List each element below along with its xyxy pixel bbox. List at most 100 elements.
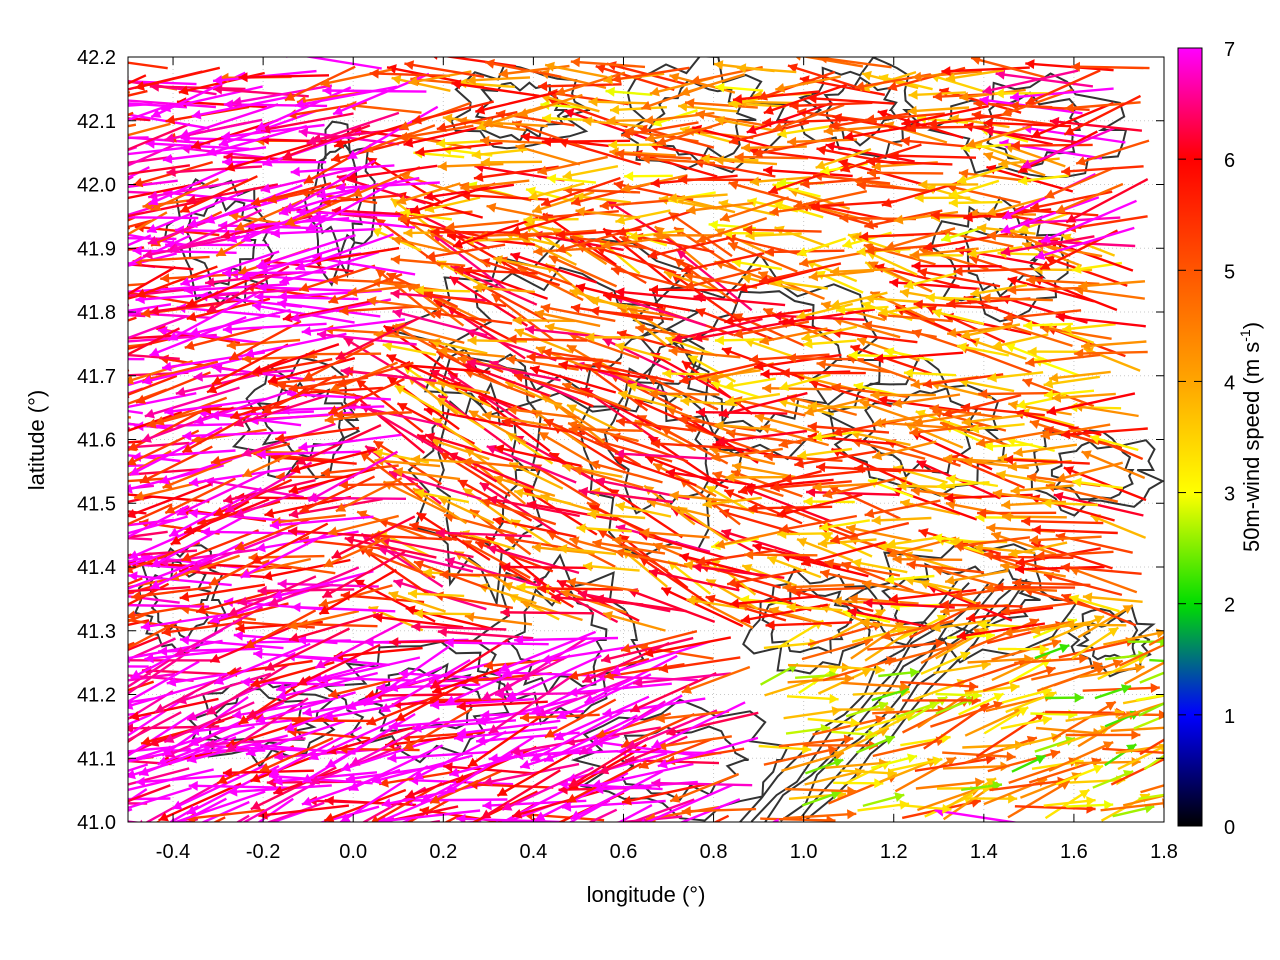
wind-vector-shaft xyxy=(777,399,835,416)
wind-vector-head xyxy=(165,504,176,514)
wind-vector-head xyxy=(57,254,67,264)
wind-vector-head xyxy=(670,793,681,803)
wind-vector-shaft xyxy=(889,280,980,291)
wind-vector-shaft xyxy=(403,707,473,751)
wind-vector-shaft xyxy=(128,166,150,180)
wind-vector-shaft xyxy=(161,696,249,757)
wind-vector-shaft xyxy=(271,514,346,524)
wind-vector-shaft xyxy=(128,678,129,680)
wind-vector-head xyxy=(147,235,159,245)
wind-vector-shaft xyxy=(128,503,173,526)
wind-vector-shaft xyxy=(602,612,666,632)
wind-vector-head xyxy=(55,268,65,277)
wind-vector-shaft xyxy=(270,228,375,235)
wind-vector-head xyxy=(821,533,832,543)
wind-vector-shaft xyxy=(1075,139,1150,165)
wind-vector-shaft xyxy=(212,87,309,98)
wind-vector-shaft xyxy=(609,106,667,112)
wind-vector-shaft xyxy=(128,336,175,350)
wind-vector-shaft xyxy=(128,102,153,107)
wind-vector-shaft xyxy=(987,750,1061,773)
wind-vector-head xyxy=(498,68,509,79)
wind-vector-shaft xyxy=(816,362,891,374)
wind-vector-head xyxy=(447,231,457,242)
wind-vector-shaft xyxy=(128,468,200,476)
wind-vector-shaft xyxy=(1031,662,1103,681)
wind-vector-shaft xyxy=(1090,514,1147,539)
wind-vector-shaft xyxy=(592,362,675,383)
wind-vector-shaft xyxy=(128,144,201,156)
wind-vector-shaft xyxy=(259,561,336,575)
wind-vector-head xyxy=(136,288,147,298)
wind-vector-shaft xyxy=(267,356,356,383)
wind-vector-head xyxy=(760,369,770,379)
wind-vector-head xyxy=(482,800,492,811)
wind-vector-shaft xyxy=(987,371,1044,380)
wind-vector-shaft xyxy=(537,587,624,591)
wind-vector-head xyxy=(945,757,956,767)
wind-vector-head xyxy=(229,828,239,838)
wind-vector-shaft xyxy=(804,397,869,415)
wind-vector-head xyxy=(864,219,875,230)
x-tick-label: -0.2 xyxy=(246,841,280,863)
wind-vector-head xyxy=(780,368,790,378)
wind-vector-shaft xyxy=(576,526,632,533)
wind-vector-shaft xyxy=(1021,519,1104,525)
wind-vector-head xyxy=(388,721,399,731)
wind-vector-shaft xyxy=(388,717,493,728)
wind-vector-head xyxy=(856,246,866,257)
wind-vector-head xyxy=(106,74,116,84)
wind-vector-head xyxy=(213,506,224,516)
wind-vector-shaft xyxy=(322,89,427,93)
wind-vector-shaft xyxy=(400,363,491,374)
wind-vector-shaft xyxy=(718,201,776,216)
wind-vector-shaft xyxy=(1069,778,1126,784)
wind-vector-head xyxy=(512,315,522,326)
wind-vector-head xyxy=(134,838,144,847)
wind-vector-shaft xyxy=(817,667,873,695)
wind-vector-shaft xyxy=(815,147,872,169)
wind-vector-head xyxy=(575,206,585,217)
wind-vector-head xyxy=(1040,260,1051,270)
wind-vector-shaft xyxy=(899,500,961,516)
wind-vector-head xyxy=(246,709,258,719)
wind-vector-head xyxy=(276,682,287,693)
wind-vector-head xyxy=(1122,605,1133,614)
wind-vector-head xyxy=(724,380,735,391)
wind-vector-head xyxy=(445,222,455,232)
wind-vector-head xyxy=(939,87,950,98)
wind-vector-shaft xyxy=(242,782,316,822)
wind-vector-shaft xyxy=(390,257,466,267)
wind-vector-shaft xyxy=(614,152,692,160)
wind-vector-head xyxy=(954,540,964,551)
wind-vector-head xyxy=(590,306,600,317)
wind-vector-shaft xyxy=(335,181,440,190)
wind-vector-shaft xyxy=(498,630,597,672)
wind-vector-shaft xyxy=(297,386,384,395)
wind-vector-head xyxy=(93,343,103,352)
wind-vector-head xyxy=(935,638,945,649)
wind-vector-shaft xyxy=(501,565,593,570)
wind-vector-head xyxy=(1003,312,1014,323)
wind-vector-shaft xyxy=(128,395,130,399)
wind-vector-head xyxy=(653,463,664,473)
wind-vector-head xyxy=(46,647,56,656)
wind-vector-shaft xyxy=(128,784,171,803)
wind-vector-head xyxy=(20,521,30,531)
wind-vector-shaft xyxy=(714,423,777,432)
wind-vector-shaft xyxy=(715,530,783,548)
wind-vector-shaft xyxy=(411,625,507,631)
wind-vector-head xyxy=(383,325,394,336)
wind-vector-head xyxy=(180,203,191,213)
wind-vector-shaft xyxy=(714,158,778,166)
wind-vector-shaft xyxy=(426,379,491,395)
wind-vector-head xyxy=(71,225,81,235)
wind-vector-shaft xyxy=(264,627,351,672)
wind-vector-head xyxy=(1055,204,1066,214)
wind-vector-head xyxy=(449,767,460,778)
wind-vector-shaft xyxy=(1063,94,1142,136)
wind-vector-shaft xyxy=(267,183,347,202)
wind-vector-shaft xyxy=(179,175,258,214)
wind-vector-shaft xyxy=(416,511,491,562)
wind-vector-head xyxy=(603,291,613,302)
